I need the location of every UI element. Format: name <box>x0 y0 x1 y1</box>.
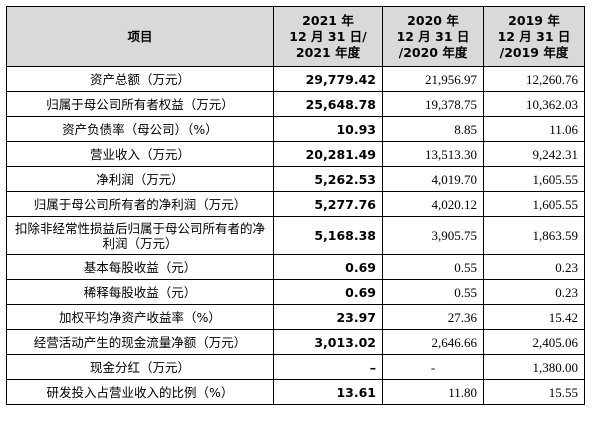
cell-2021: 3,013.02 <box>273 329 383 355</box>
row-label: 扣除非经常性损益后归属于母公司所有者的净利润（万元） <box>6 216 274 255</box>
header-2021: 2021 年 12 月 31 日/ 2021 年度 <box>273 6 383 67</box>
row-label: 稀释每股收益（元） <box>6 279 274 305</box>
cell-2020: 19,378.75 <box>382 91 484 117</box>
header-2021-line3: 2021 年度 <box>295 44 361 60</box>
cell-2020: 3,905.75 <box>382 216 484 255</box>
header-2019-line2: 12 月 31 日 <box>497 28 571 44</box>
table-row: 现金分红（万元） – - 1,380.00 <box>6 354 585 380</box>
row-label: 现金分红（万元） <box>6 354 274 380</box>
header-item-label: 项目 <box>127 28 153 44</box>
row-label: 资产总额（万元） <box>6 66 274 92</box>
cell-2021: – <box>273 354 383 380</box>
cell-2019: 15.42 <box>483 304 585 330</box>
table-row: 资产总额（万元） 29,779.42 21,956.97 12,260.76 <box>6 66 585 92</box>
cell-2020: 13,513.30 <box>382 141 484 167</box>
row-label: 加权平均净资产收益率（%） <box>6 304 274 330</box>
cell-2021: 0.69 <box>273 279 383 305</box>
header-2019: 2019 年 12 月 31 日 /2019 年度 <box>483 6 585 67</box>
table-row: 基本每股收益（元） 0.69 0.55 0.23 <box>6 254 585 280</box>
cell-2020: 0.55 <box>382 279 484 305</box>
header-2020: 2020 年 12 月 31 日 /2020 年度 <box>382 6 484 67</box>
row-label: 资产负债率（母公司）（%） <box>6 116 274 142</box>
cell-2020: - <box>382 354 484 380</box>
cell-2019: 12,260.76 <box>483 66 585 92</box>
row-label: 基本每股收益（元） <box>6 254 274 280</box>
table-row: 营业收入（万元） 20,281.49 13,513.30 9,242.31 <box>6 141 585 167</box>
header-2020-line1: 2020 年 <box>407 12 459 28</box>
cell-2021: 10.93 <box>273 116 383 142</box>
cell-2020: 4,019.70 <box>382 166 484 192</box>
cell-2021: 13.61 <box>273 379 383 405</box>
table-row: 归属于母公司所有者的净利润（万元） 5,277.76 4,020.12 1,60… <box>6 191 585 217</box>
cell-2021: 20,281.49 <box>273 141 383 167</box>
cell-2019: 1,380.00 <box>483 354 585 380</box>
cell-2020: 8.85 <box>382 116 484 142</box>
table-row: 归属于母公司所有者权益（万元） 25,648.78 19,378.75 10,3… <box>6 91 585 117</box>
cell-2019: 11.06 <box>483 116 585 142</box>
cell-2021: 5,168.38 <box>273 216 383 255</box>
header-2021-line2: 12 月 31 日/ <box>289 28 367 44</box>
header-2019-line1: 2019 年 <box>508 12 560 28</box>
cell-2019: 1,863.59 <box>483 216 585 255</box>
table-row: 资产负债率（母公司）（%） 10.93 8.85 11.06 <box>6 116 585 142</box>
cell-2021: 5,262.53 <box>273 166 383 192</box>
table-row: 加权平均净资产收益率（%） 23.97 27.36 15.42 <box>6 304 585 330</box>
cell-2020: 21,956.97 <box>382 66 484 92</box>
cell-2020: 4,020.12 <box>382 191 484 217</box>
cell-2019: 0.23 <box>483 254 585 280</box>
cell-2020: 2,646.66 <box>382 329 484 355</box>
cell-2020: 0.55 <box>382 254 484 280</box>
cell-2021: 29,779.42 <box>273 66 383 92</box>
cell-2019: 15.55 <box>483 379 585 405</box>
table-header-row: 项目 2021 年 12 月 31 日/ 2021 年度 2020 年 12 月… <box>6 6 585 67</box>
table-row: 研发投入占营业收入的比例（%） 13.61 11.80 15.55 <box>6 379 585 405</box>
cell-2020: 27.36 <box>382 304 484 330</box>
row-label: 研发投入占营业收入的比例（%） <box>6 379 274 405</box>
financial-summary-table-container: 项目 2021 年 12 月 31 日/ 2021 年度 2020 年 12 月… <box>6 6 585 405</box>
header-2021-line1: 2021 年 <box>302 12 354 28</box>
cell-2021: 25,648.78 <box>273 91 383 117</box>
header-2020-line3: /2020 年度 <box>398 44 468 60</box>
row-label: 营业收入（万元） <box>6 141 274 167</box>
cell-2019: 9,242.31 <box>483 141 585 167</box>
header-2020-line2: 12 月 31 日 <box>396 28 470 44</box>
cell-2021: 0.69 <box>273 254 383 280</box>
cell-2019: 1,605.55 <box>483 191 585 217</box>
header-2019-line3: /2019 年度 <box>499 44 569 60</box>
header-item: 项目 <box>6 6 274 67</box>
cell-2019: 2,405.06 <box>483 329 585 355</box>
cell-2019: 10,362.03 <box>483 91 585 117</box>
table-row: 经营活动产生的现金流量净额（万元） 3,013.02 2,646.66 2,40… <box>6 329 585 355</box>
financial-summary-table: 项目 2021 年 12 月 31 日/ 2021 年度 2020 年 12 月… <box>6 6 585 405</box>
cell-2020: 11.80 <box>382 379 484 405</box>
table-row: 稀释每股收益（元） 0.69 0.55 0.23 <box>6 279 585 305</box>
row-label: 经营活动产生的现金流量净额（万元） <box>6 329 274 355</box>
cell-2019: 1,605.55 <box>483 166 585 192</box>
row-label: 归属于母公司所有者的净利润（万元） <box>6 191 274 217</box>
table-row: 净利润（万元） 5,262.53 4,019.70 1,605.55 <box>6 166 585 192</box>
cell-2021: 5,277.76 <box>273 191 383 217</box>
row-label: 净利润（万元） <box>6 166 274 192</box>
cell-2021: 23.97 <box>273 304 383 330</box>
cell-2019: 0.23 <box>483 279 585 305</box>
row-label: 归属于母公司所有者权益（万元） <box>6 91 274 117</box>
table-row: 扣除非经常性损益后归属于母公司所有者的净利润（万元） 5,168.38 3,90… <box>6 216 585 255</box>
